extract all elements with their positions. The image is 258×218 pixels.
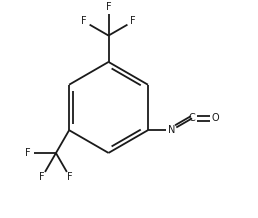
Text: F: F <box>67 172 73 182</box>
Text: F: F <box>130 17 136 26</box>
Text: F: F <box>25 148 30 158</box>
Text: O: O <box>212 113 220 123</box>
Text: C: C <box>189 113 196 123</box>
Text: F: F <box>39 172 45 182</box>
Text: F: F <box>106 2 111 12</box>
Text: N: N <box>168 125 175 135</box>
Text: F: F <box>81 17 87 26</box>
